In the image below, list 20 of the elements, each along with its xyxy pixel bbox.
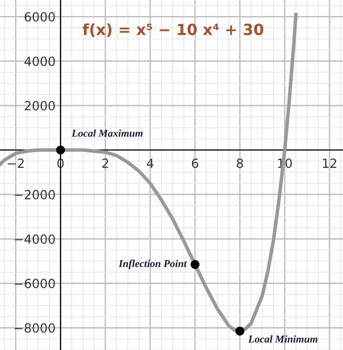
y-tick-label: −2000 [14, 190, 55, 200]
x-tick-label: 12 [322, 158, 336, 168]
x-tick-label: −2 [8, 158, 24, 168]
y-tick-label: −6000 [14, 278, 55, 288]
point [235, 326, 244, 336]
point [190, 260, 200, 269]
x-tick-label: 2 [102, 158, 108, 168]
x-tick-label: 8 [236, 158, 243, 168]
y-tick-label: 2000 [24, 101, 55, 110]
y-tick-label: 6000 [24, 12, 55, 22]
annotation: Inflection Point [118, 260, 187, 270]
y-tick-label: −8000 [14, 323, 55, 333]
text: f(x) = x⁵ − 10 x⁴ + 30 [82, 23, 264, 38]
x-tick-label: 4 [146, 158, 154, 168]
y-tick-label: 4000 [24, 56, 55, 66]
annotation: Local Maximum [72, 129, 143, 137]
point [56, 146, 66, 154]
annotation: Local Minimum [248, 335, 318, 343]
y-tick-label: −4000 [14, 234, 55, 244]
x-tick-label: 6 [192, 158, 198, 168]
